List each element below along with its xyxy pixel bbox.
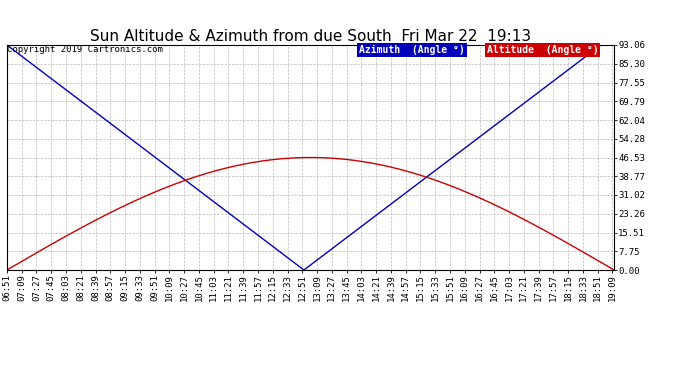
Title: Sun Altitude & Azimuth from due South  Fri Mar 22  19:13: Sun Altitude & Azimuth from due South Fr… bbox=[90, 29, 531, 44]
Text: Altitude  (Angle °): Altitude (Angle °) bbox=[486, 45, 598, 55]
Text: Copyright 2019 Cartronics.com: Copyright 2019 Cartronics.com bbox=[7, 45, 163, 54]
Text: Azimuth  (Angle °): Azimuth (Angle °) bbox=[359, 45, 465, 55]
